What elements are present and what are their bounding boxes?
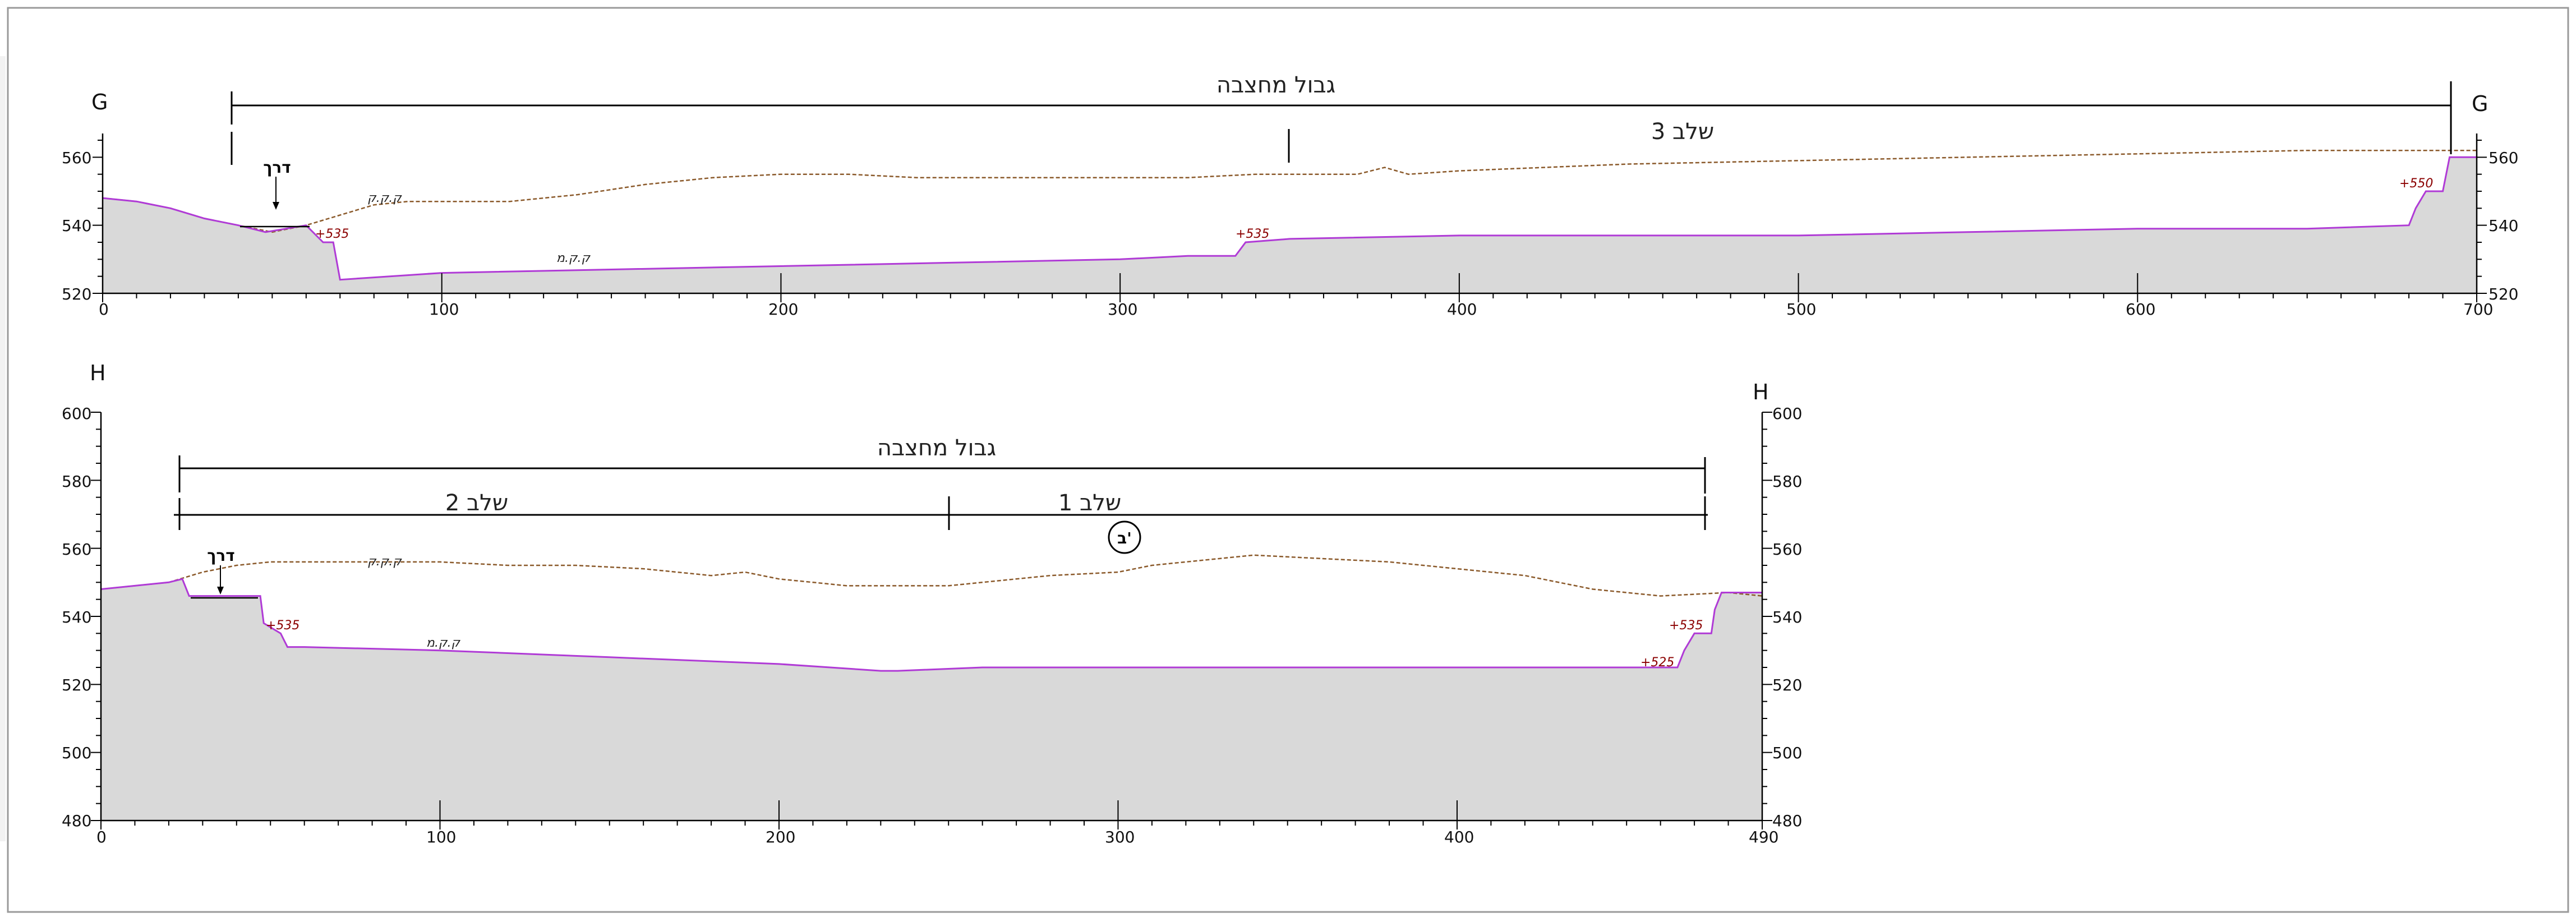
section-g-rock-fill — [103, 157, 2477, 293]
section-g-y-tick-520-right: 520 — [2489, 285, 2518, 303]
section-g-elev-1: +535 — [315, 227, 349, 241]
section-g-elev-2: +535 — [1236, 227, 1269, 241]
section-g: G G 520 540 560 520 540 560 0 100 200 30… — [62, 72, 2518, 319]
section-h-boundary-label: גבול מחצבה — [877, 435, 996, 461]
section-g-y-tick-520-left: 520 — [62, 285, 91, 303]
section-g-y-tick-540-left: 540 — [62, 216, 91, 235]
section-h-elev-2: +535 — [1669, 619, 1703, 633]
drawing-frame — [7, 7, 2569, 913]
section-g-x-tick-500: 500 — [1786, 300, 1816, 319]
section-g-stage-3-label: שלב 3 — [1651, 119, 1714, 145]
section-h-y-tick-540-right: 540 — [1772, 608, 1802, 626]
section-h-circle-label: ב' — [1117, 529, 1132, 547]
section-g-x-tick-0: 0 — [99, 300, 109, 319]
section-h-label-right: H — [1753, 380, 1769, 404]
section-g-x-tick-200: 200 — [768, 300, 798, 319]
section-h-y-tick-600-left: 600 — [62, 404, 91, 423]
section-g-label-right: G — [2472, 91, 2488, 116]
section-h-label-left: H — [90, 361, 106, 385]
section-g-road-arrow-head — [273, 202, 279, 210]
section-h-y-tick-500-right: 500 — [1772, 744, 1802, 762]
section-g-elev-3: +550 — [2399, 177, 2433, 191]
section-g-boundary-label: גבול מחצבה — [1216, 72, 1335, 98]
section-g-ground-label: ק.ק.ק — [367, 191, 402, 205]
section-g-y-tick-540-right: 540 — [2489, 216, 2518, 235]
section-h-y-tick-480-right: 480 — [1772, 812, 1802, 830]
section-h-elev-1: +535 — [266, 619, 299, 633]
section-h-y-tick-500-left: 500 — [62, 744, 91, 762]
section-h-y-tick-520-right: 520 — [1772, 676, 1802, 694]
section-h-y-tick-480-left: 480 — [62, 812, 91, 830]
section-g-design-line — [102, 156, 2477, 281]
section-g-tick-marks — [93, 140, 2487, 302]
section-h-stage-1-label: שלב 1 — [1058, 490, 1121, 516]
section-g-label-left: G — [91, 90, 108, 114]
section-h-road-arrow-head — [217, 587, 224, 595]
margin-strip — [0, 56, 6, 841]
section-h-ground-label: ק.ק.ק — [367, 555, 402, 569]
section-h-tick-marks — [91, 412, 1772, 830]
section-h-y-tick-600-right: 600 — [1772, 404, 1802, 423]
section-g-x-tick-300: 300 — [1108, 300, 1137, 319]
section-h-elev-3: +525 — [1640, 656, 1674, 670]
section-h-x-tick-300: 300 — [1105, 828, 1135, 846]
section-h-y-tick-580-left: 580 — [62, 472, 91, 491]
section-g-y-tick-560-right: 560 — [2489, 149, 2518, 167]
section-h-y-tick-560-left: 560 — [62, 540, 91, 559]
section-g-x-tick-700: 700 — [2463, 300, 2493, 319]
section-g-x-tick-400: 400 — [1447, 300, 1477, 319]
section-h-y-tick-540-left: 540 — [62, 608, 91, 626]
section-h-x-tick-100: 100 — [426, 828, 456, 846]
section-g-design-label: ק.ק.מ — [556, 251, 591, 265]
section-h-road-label: דרך — [207, 546, 235, 565]
section-g-x-tick-100: 100 — [429, 300, 459, 319]
section-h-x-tick-400: 400 — [1444, 828, 1474, 846]
section-g-road-label: דרך — [263, 158, 291, 177]
section-h-y-tick-560-right: 560 — [1772, 540, 1802, 559]
section-h-x-tick-200: 200 — [766, 828, 795, 846]
section-h-existing-ground-line — [100, 554, 1763, 597]
section-h-design-label: ק.ק.מ — [426, 636, 461, 650]
section-h-rock-fill — [101, 579, 1762, 821]
section-h-design-line — [100, 578, 1762, 672]
section-h-x-tick-0: 0 — [96, 828, 107, 846]
section-h-y-tick-520-left: 520 — [62, 676, 91, 694]
section-h-stage-2-label: שלב 2 — [445, 490, 508, 516]
section-g-existing-ground-line — [102, 149, 2477, 233]
section-h-circle-marker — [1108, 520, 1141, 554]
section-h-y-tick-580-right: 580 — [1772, 472, 1802, 491]
section-g-x-tick-600: 600 — [2126, 300, 2155, 319]
section-g-y-tick-560-left: 560 — [62, 149, 91, 167]
section-h: H H 480 500 520 540 560 580 600 480 500 … — [62, 361, 1802, 846]
section-h-x-tick-490: 490 — [1749, 828, 1778, 846]
